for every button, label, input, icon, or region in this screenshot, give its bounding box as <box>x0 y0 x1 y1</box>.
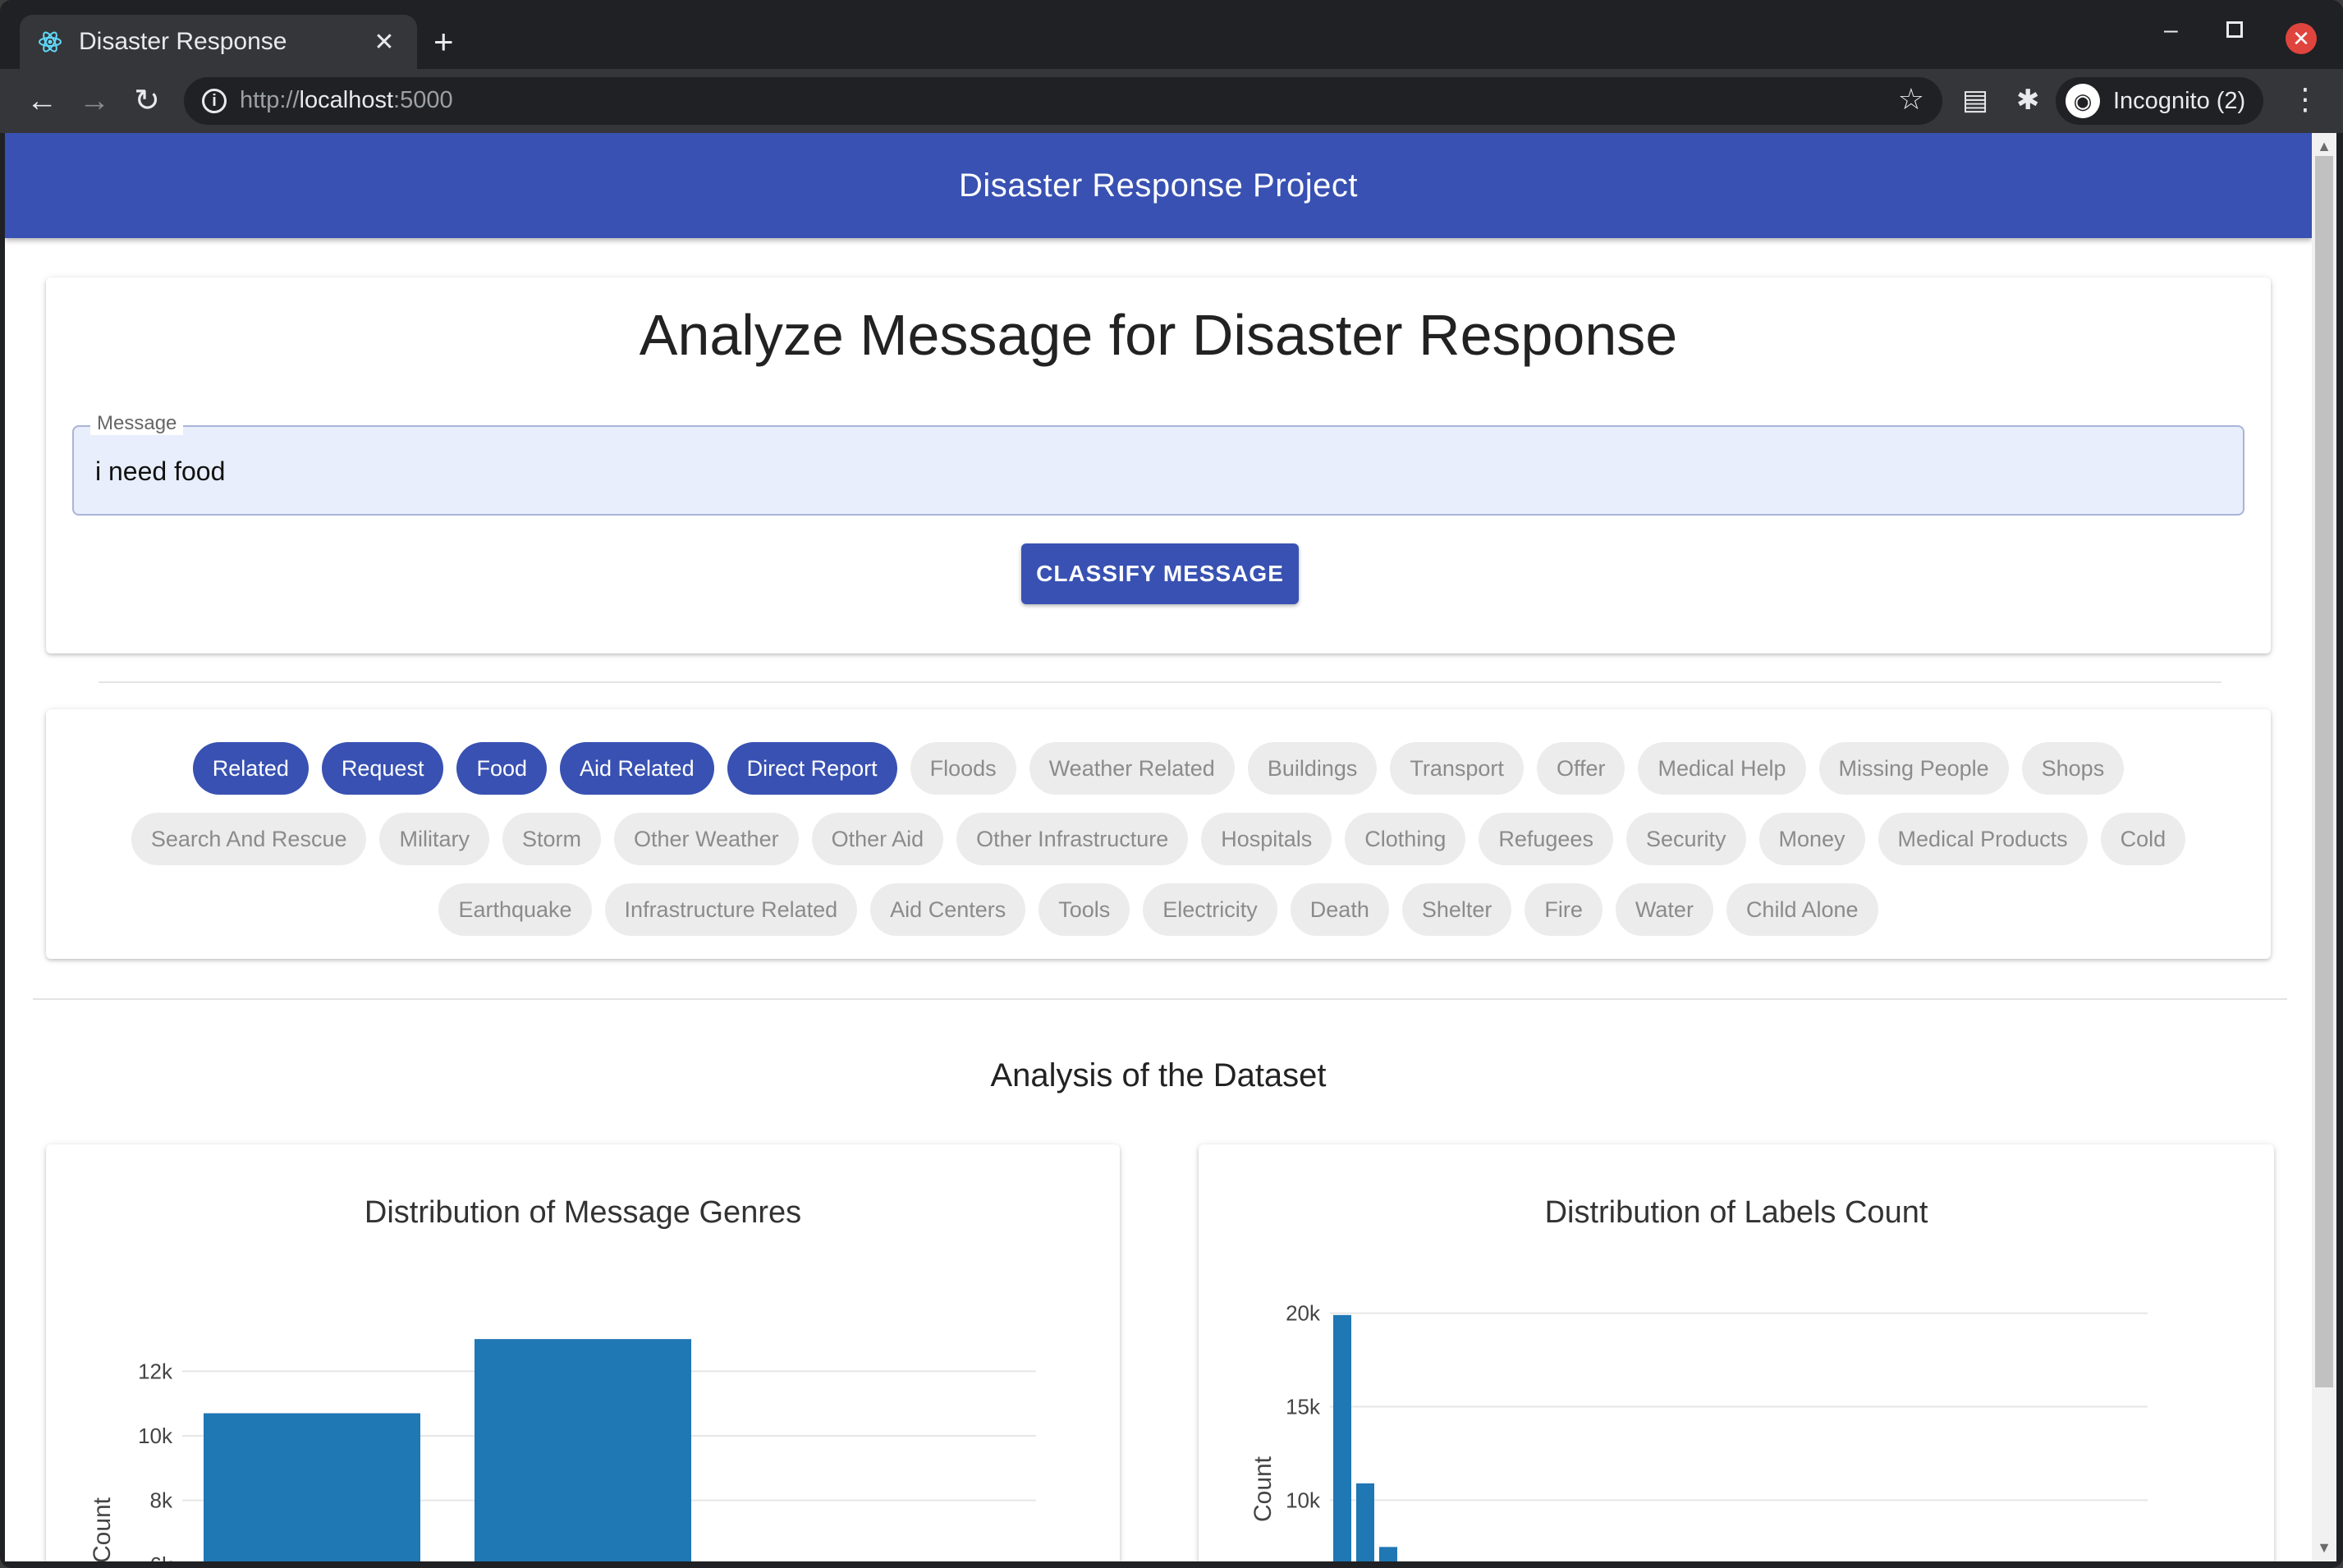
extensions-icon[interactable]: ✱ <box>2016 85 2040 116</box>
category-chip: Hospitals <box>1201 813 1332 865</box>
page-scrollbar[interactable]: ▲ ▼ <box>2312 133 2336 1561</box>
y-tick-label: 12k <box>138 1359 173 1383</box>
dataset-title: Analysis of the Dataset <box>990 1057 1327 1093</box>
categories-card: Related Request Food Aid Related Direct Repo… <box>46 709 2271 959</box>
genres-chart: 6k 8k 10k 12k Count <box>89 1339 1036 1562</box>
scroll-down-icon[interactable]: ▼ <box>2317 1539 2332 1556</box>
react-icon <box>39 31 62 53</box>
window-close-icon[interactable]: ✕ <box>2286 23 2317 54</box>
back-icon[interactable]: ← <box>26 84 57 118</box>
y-axis-label: Count <box>1249 1456 1277 1522</box>
bar[interactable] <box>1356 1483 1374 1561</box>
category-chip: Missing People <box>1818 742 2009 795</box>
category-chip: Storm <box>502 813 601 865</box>
profile-label: Incognito (2) <box>2113 87 2246 114</box>
category-chip: Fire <box>1525 883 1603 936</box>
genres-chart-card: Distribution of Message Genres 6k 8k 10k 12… <box>46 1144 1120 1561</box>
category-chip: Request <box>321 742 444 795</box>
category-chip: Other Aid <box>811 813 944 865</box>
bar[interactable] <box>475 1339 691 1561</box>
reload-icon[interactable]: ↻ <box>134 84 160 118</box>
category-chip: Related <box>192 742 309 795</box>
bar[interactable] <box>1379 1547 1397 1561</box>
divider <box>33 998 2287 1000</box>
category-chip: Child Alone <box>1726 883 1878 936</box>
category-chip: Clothing <box>1345 813 1466 865</box>
message-label: Message <box>90 412 184 435</box>
category-chip: Other Infrastructure <box>956 813 1189 865</box>
y-axis-label: Count <box>89 1497 116 1561</box>
classify-message-button[interactable]: CLASSIFY MESSAGE <box>1021 543 1299 604</box>
incognito-icon: ◉ <box>2066 84 2100 118</box>
bar[interactable] <box>204 1413 420 1562</box>
analyze-heading: Analyze Message for Disaster Response <box>639 303 1678 367</box>
category-chip: Buildings <box>1247 742 1378 795</box>
address-bar[interactable]: i http://localhost:5000 ☆ <box>184 77 1942 125</box>
genres-chart-title: Distribution of Message Genres <box>364 1195 802 1230</box>
reading-list-icon[interactable]: ▤ <box>1962 85 1989 116</box>
category-chip: Transport <box>1390 742 1524 795</box>
category-chip: Offer <box>1536 742 1625 795</box>
y-tick-label: 15k <box>1286 1394 1321 1419</box>
category-chip: Earthquake <box>438 883 592 936</box>
browser-toolbar: ← → ↻ i http://localhost:5000 ☆ ▤ ✱ ◉ In… <box>0 69 2343 133</box>
category-chip: Shelter <box>1401 883 1512 936</box>
category-chip: Aid Related <box>560 742 714 795</box>
labels-chart: 10k 15k 20k Count <box>1249 1301 2148 1561</box>
y-tick-label: 10k <box>138 1424 173 1448</box>
category-chip: Aid Centers <box>870 883 1026 936</box>
message-input[interactable]: Message i need food <box>72 412 2244 516</box>
divider <box>99 681 2221 683</box>
labels-chart-card: Distribution of Labels Count 10k 15k 20k Co… <box>1199 1144 2274 1561</box>
y-tick-label: 8k <box>150 1488 173 1513</box>
tab-title: Disaster Response <box>79 28 287 55</box>
url-text[interactable]: http://localhost:5000 <box>240 87 453 113</box>
category-chip: Tools <box>1039 883 1130 936</box>
new-tab-button[interactable]: + <box>433 22 454 61</box>
site-info-icon[interactable]: i <box>202 89 227 113</box>
category-chip: Water <box>1615 883 1713 936</box>
scroll-up-icon[interactable]: ▲ <box>2317 138 2332 154</box>
menu-icon[interactable]: ⋮ <box>2290 82 2320 116</box>
category-chip: Electricity <box>1143 883 1277 936</box>
minimize-icon[interactable]: – <box>2164 16 2178 44</box>
category-chip: Weather Related <box>1029 742 1235 795</box>
web-page: Disaster Response Project Analyze Messag… <box>5 133 2312 1561</box>
tab-close-icon[interactable]: ✕ <box>374 28 395 56</box>
category-chip: Money <box>1758 813 1865 865</box>
y-tick-label: 20k <box>1286 1301 1321 1326</box>
y-tick-label: 10k <box>1286 1488 1321 1512</box>
y-tick-label: 6k <box>150 1552 173 1561</box>
category-chips: Related Request Food Aid Related Direct Repo… <box>87 742 2230 936</box>
category-chip: Floods <box>910 742 1016 795</box>
category-chip: Infrastructure Related <box>604 883 858 936</box>
bar[interactable] <box>1333 1314 1351 1561</box>
tab-strip: Disaster Response ✕ + – ✕ <box>0 0 2343 69</box>
analyze-card: Analyze Message for Disaster Response Me… <box>46 277 2271 653</box>
category-chip: Food <box>456 742 547 795</box>
category-chip: Refugees <box>1479 813 1613 865</box>
message-value[interactable]: i need food <box>95 456 226 486</box>
labels-chart-title: Distribution of Labels Count <box>1544 1195 1928 1230</box>
category-chip: Direct Report <box>727 742 897 795</box>
category-chip: Cold <box>2100 813 2186 865</box>
category-chip: Military <box>379 813 489 865</box>
browser-tab[interactable]: Disaster Response ✕ <box>20 15 417 69</box>
incognito-profile[interactable]: ◉ Incognito (2) <box>2056 77 2264 125</box>
bookmark-star-icon[interactable]: ☆ <box>1897 82 1924 116</box>
app-bar-title: Disaster Response Project <box>5 133 2312 238</box>
category-chip: Shops <box>2021 742 2125 795</box>
category-chip: Search And Rescue <box>131 813 367 865</box>
category-chip: Other Weather <box>614 813 799 865</box>
scrollbar-thumb[interactable] <box>2315 156 2333 1387</box>
category-chip: Medical Help <box>1638 742 1806 795</box>
maximize-icon[interactable] <box>2226 21 2243 38</box>
category-chip: Medical Products <box>1878 813 2088 865</box>
forward-icon[interactable]: → <box>79 84 110 118</box>
category-chip: Security <box>1625 813 1746 865</box>
category-chip: Death <box>1290 883 1389 936</box>
